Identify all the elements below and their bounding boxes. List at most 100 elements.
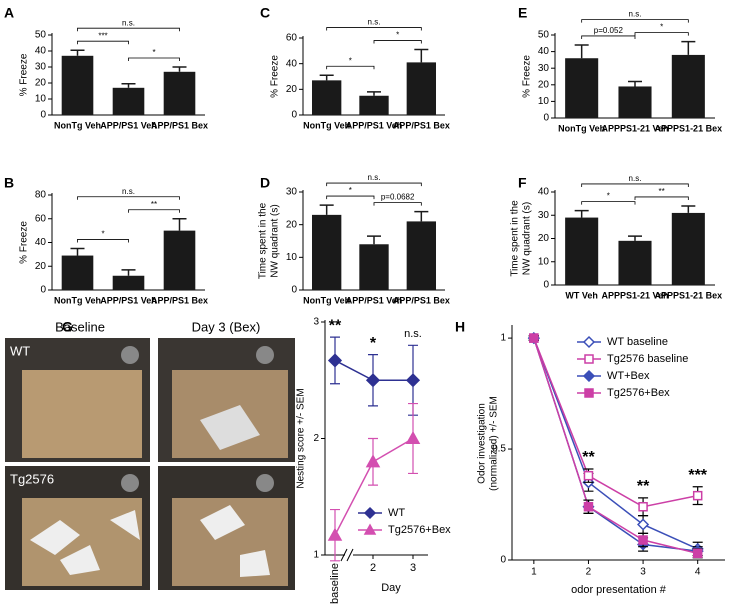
x-tick-label: 3 [410,562,416,574]
x-tick-label: baseline [329,563,341,604]
y-tick-label: 20 [538,79,550,90]
marker [583,470,594,481]
panel-letter: G [62,319,73,335]
significance-bracket [77,40,129,45]
x-axis-label: odor presentation # [571,584,667,596]
significance-label: ** [637,478,650,495]
y-tick-label: 3 [313,317,319,328]
bar [163,230,196,290]
significance-label: * [152,48,155,57]
bar [61,55,94,115]
x-tick-label: APP/PS1 Bex [151,295,208,305]
significance-bracket [128,57,180,61]
x-tick-label: NonTg Veh [303,295,350,305]
significance-bracket [581,201,636,205]
significance-bracket [581,35,636,39]
marker [582,369,596,383]
y-axis-label: Odor investigation [477,403,488,484]
x-tick-label: APP/PS1 Bex [151,120,208,130]
y-axis-label: Time spent in the [510,200,521,277]
panel-letter: A [4,5,14,21]
bottle [256,346,274,364]
significance-label: n.s. [404,328,422,340]
series-line [334,437,414,536]
significance-bracket [373,202,422,206]
y-tick-label: 30 [538,63,550,74]
bar [671,54,705,118]
y-tick-label: 40 [35,46,47,57]
marker [365,373,381,388]
y-axis-label: Time spent in the [258,202,269,279]
bottle [121,346,139,364]
marker [638,501,648,512]
significance-label: * [349,56,352,65]
series-line [533,337,698,508]
y-tick-label: 50 [35,30,47,41]
marker [405,373,421,388]
significance-label: n.s. [368,173,381,182]
x-tick-label: 3 [640,567,646,578]
marker [582,335,596,349]
marker [692,548,703,559]
marker [583,501,594,512]
y-tick-label: 10 [286,252,298,263]
error-bar [172,66,187,72]
y-tick-label: 40 [286,58,298,69]
nest-material [30,510,140,575]
panel-letter: C [260,5,270,21]
photo-row-label: WT [10,343,30,358]
series-line [533,337,698,550]
y-axis-label: (normalized) +/- SEM [489,396,500,491]
y-tick-label: 0 [40,285,46,296]
y-tick-label: 60 [286,33,298,44]
marker [365,454,381,468]
significance-label: * [370,335,377,352]
legend-label: WT [388,507,405,519]
y-tick-label: 20 [35,78,47,89]
photo-row-label: Tg2576 [10,471,54,486]
bar [61,255,94,290]
x-axis-label: Day [381,582,401,594]
marker [637,518,650,531]
significance-label: n.s. [368,18,381,27]
significance-label: * [660,23,663,32]
y-axis-label: % Freeze [270,55,281,98]
significance-label: * [607,192,610,201]
x-tick-label: NonTg Veh [303,120,350,130]
x-tick-label: APP/PS1 Veh [346,295,403,305]
legend-label: Tg2576+Bex [388,524,451,536]
photos [5,338,295,590]
x-tick-label: NonTg Veh [54,120,101,130]
y-tick-label: 10 [538,96,550,107]
panel-letter: H [455,319,465,335]
bar [618,86,652,118]
error-bar [70,247,85,256]
marker [327,353,343,368]
x-tick-label: APP/PS1 Veh [100,120,157,130]
significance-bracket [581,183,689,187]
error-bar [628,80,642,87]
x-tick-label: APP/PS1 Bex [393,295,450,305]
legend-label: WT+Bex [607,370,650,382]
bar [112,275,145,290]
x-tick-label: 1 [531,567,537,578]
error-bar [414,48,429,63]
x-tick-label: APP/PS1 Veh [100,295,157,305]
bar [565,217,599,285]
y-tick-label: 0 [543,280,549,291]
legend-label: Tg2576 baseline [607,353,688,365]
y-tick-label: 0 [500,555,506,566]
bar [112,87,145,115]
significance-bracket [326,195,375,200]
significance-label: * [349,186,352,195]
legend-label: WT baseline [607,336,668,348]
error-bar [319,74,334,81]
marker [584,388,594,398]
error-bar [367,91,381,96]
y-tick-label: 30 [286,187,298,198]
y-tick-label: 10 [35,94,47,105]
bar [565,58,599,118]
y-tick-label: 80 [35,190,47,201]
significance-bracket [77,196,180,200]
